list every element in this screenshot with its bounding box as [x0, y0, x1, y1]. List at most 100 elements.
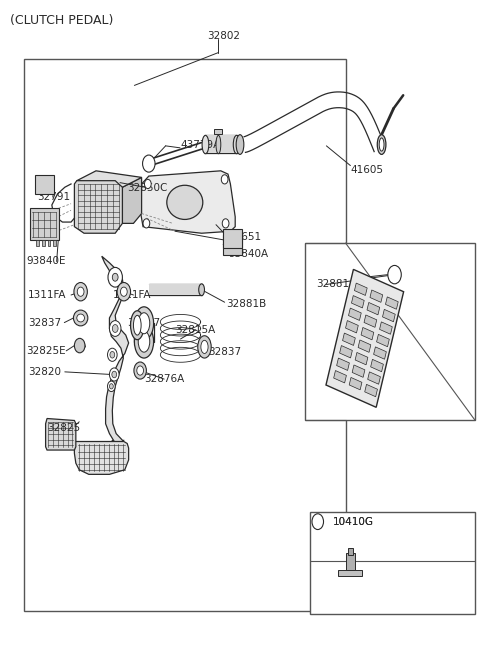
Polygon shape [140, 171, 235, 233]
Text: (CLUTCH PEDAL): (CLUTCH PEDAL) [10, 14, 113, 28]
Bar [338, 570, 362, 576]
Circle shape [108, 267, 122, 287]
Polygon shape [348, 308, 361, 321]
Bar [48, 240, 50, 246]
Circle shape [74, 283, 87, 301]
Polygon shape [349, 378, 362, 390]
Bar [30, 208, 59, 240]
Bar [205, 135, 237, 153]
Ellipse shape [77, 314, 84, 322]
Polygon shape [364, 315, 377, 327]
Polygon shape [336, 358, 349, 371]
Circle shape [108, 381, 115, 392]
Bar [346, 553, 355, 570]
Bar [149, 284, 202, 295]
Bar [305, 243, 475, 420]
Circle shape [108, 348, 117, 361]
Bar [214, 129, 222, 134]
Circle shape [134, 362, 146, 379]
Bar [348, 548, 353, 555]
Bar [53, 240, 56, 246]
Bar [35, 175, 54, 194]
Circle shape [117, 283, 131, 301]
Text: 32637: 32637 [127, 317, 160, 328]
Circle shape [112, 273, 118, 281]
Text: 32837: 32837 [208, 347, 241, 357]
Ellipse shape [201, 340, 208, 353]
Text: 10410G: 10410G [333, 516, 373, 527]
Circle shape [112, 371, 117, 378]
Circle shape [110, 351, 115, 358]
Text: 32825E: 32825E [26, 346, 66, 356]
Polygon shape [354, 283, 367, 296]
Ellipse shape [236, 135, 244, 154]
Text: 32850C: 32850C [127, 183, 168, 193]
Text: 1311FA: 1311FA [28, 290, 66, 300]
Circle shape [144, 179, 151, 189]
Polygon shape [340, 346, 352, 358]
Text: 10410G: 10410G [333, 516, 373, 527]
Polygon shape [334, 371, 347, 383]
Circle shape [77, 287, 84, 296]
Bar [223, 229, 242, 248]
Bar [36, 240, 39, 246]
Polygon shape [351, 296, 364, 308]
Polygon shape [74, 181, 122, 233]
Polygon shape [358, 340, 371, 352]
Circle shape [74, 338, 85, 353]
Ellipse shape [133, 315, 141, 335]
Polygon shape [46, 419, 76, 450]
Ellipse shape [202, 135, 209, 154]
Polygon shape [377, 334, 389, 347]
Circle shape [137, 366, 144, 375]
Polygon shape [352, 365, 365, 377]
Polygon shape [102, 256, 129, 448]
Ellipse shape [199, 284, 204, 296]
Polygon shape [385, 297, 398, 309]
Text: 32791: 32791 [37, 192, 71, 202]
Polygon shape [343, 333, 355, 346]
Polygon shape [326, 269, 404, 407]
Polygon shape [383, 309, 395, 322]
Circle shape [109, 368, 119, 381]
Polygon shape [361, 327, 374, 340]
Polygon shape [380, 322, 392, 334]
Text: 32837: 32837 [28, 317, 61, 328]
Text: 1311FA: 1311FA [113, 290, 152, 300]
Polygon shape [367, 302, 380, 315]
Circle shape [109, 321, 121, 336]
Text: 32825: 32825 [47, 423, 80, 434]
Polygon shape [77, 171, 142, 187]
Text: 32815A: 32815A [175, 325, 216, 335]
Circle shape [312, 514, 324, 530]
Circle shape [222, 219, 229, 228]
Ellipse shape [167, 185, 203, 219]
Ellipse shape [233, 135, 240, 154]
Circle shape [120, 287, 127, 296]
Ellipse shape [216, 135, 221, 154]
Text: 41651: 41651 [228, 231, 262, 242]
Ellipse shape [377, 135, 386, 154]
Text: 32820: 32820 [28, 367, 61, 377]
Polygon shape [355, 352, 368, 365]
Circle shape [143, 155, 155, 172]
Circle shape [388, 265, 401, 284]
Ellipse shape [138, 331, 150, 352]
Text: 93840E: 93840E [26, 256, 66, 267]
Polygon shape [346, 321, 358, 333]
Circle shape [221, 175, 228, 184]
Text: 43779A: 43779A [180, 139, 220, 150]
Text: 32881: 32881 [316, 279, 349, 290]
Ellipse shape [138, 313, 150, 334]
Text: 41605: 41605 [350, 164, 384, 175]
Polygon shape [365, 384, 377, 397]
Ellipse shape [134, 307, 154, 340]
Bar [42, 240, 45, 246]
Text: 32802: 32802 [207, 31, 240, 41]
Ellipse shape [134, 325, 154, 358]
Bar [223, 235, 242, 255]
Ellipse shape [198, 336, 211, 358]
Text: 93840A: 93840A [228, 248, 269, 259]
Circle shape [109, 384, 113, 389]
Polygon shape [370, 290, 383, 302]
